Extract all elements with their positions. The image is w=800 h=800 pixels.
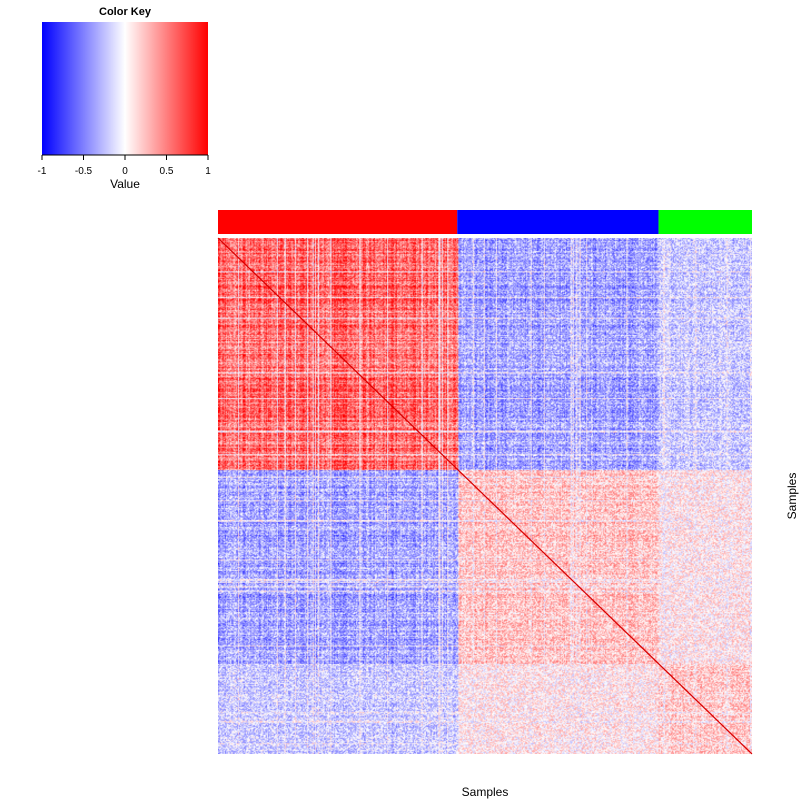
color-key-title: Color Key bbox=[99, 6, 152, 18]
color-key-tick-label: 0 bbox=[122, 166, 128, 177]
color-key-gradient bbox=[42, 22, 208, 155]
color-key-tick-label: 1 bbox=[205, 166, 211, 177]
color-key-tick-label: -1 bbox=[38, 166, 47, 177]
color-key: Color Key -1 -0.5 0 0.5 1 Value bbox=[38, 6, 212, 191]
heatmap-body bbox=[217, 237, 753, 755]
color-key-tick-label: -0.5 bbox=[75, 166, 93, 177]
color-key-ticks: -1 -0.5 0 0.5 1 bbox=[38, 155, 211, 177]
heatmap-diagonal bbox=[217, 237, 753, 755]
color-key-value-label: Value bbox=[110, 177, 140, 191]
color-key-tick-label: 0.5 bbox=[160, 166, 174, 177]
x-axis-label: Samples bbox=[462, 785, 509, 799]
group-bar-group-2 bbox=[457, 210, 659, 234]
group-bar-group-1 bbox=[218, 210, 458, 234]
y-axis-label: Samples bbox=[785, 473, 799, 520]
group-color-bar bbox=[218, 210, 752, 234]
group-bar-group-3 bbox=[658, 210, 752, 234]
